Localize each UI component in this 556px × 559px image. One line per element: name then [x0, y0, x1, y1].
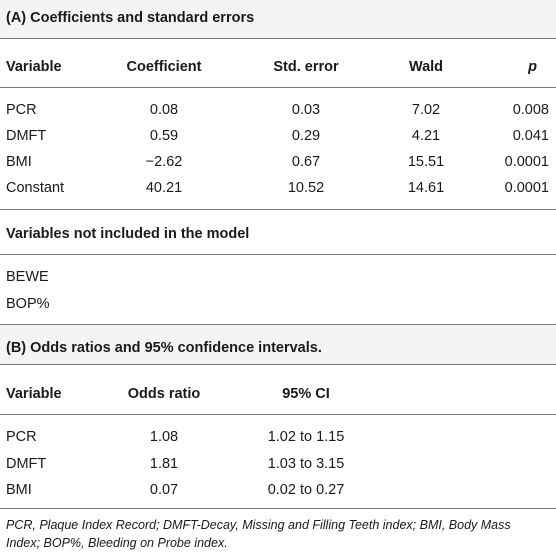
- cell-coefficient: 0.59: [149, 128, 179, 144]
- divider: [0, 508, 556, 509]
- cell-std-error: 0.03: [291, 102, 321, 118]
- cell-variable: PCR: [6, 102, 37, 118]
- cell-coefficient: −2.62: [145, 154, 183, 170]
- list-item: BEWE: [6, 269, 49, 285]
- footnote: PCR, Plaque Index Record; DMFT-Decay, Mi…: [6, 518, 511, 550]
- divider: [0, 324, 556, 325]
- cell-odds-ratio: 1.08: [149, 429, 179, 445]
- divider: [0, 209, 556, 210]
- column-header-wald: Wald: [408, 59, 444, 75]
- divider: [0, 87, 556, 88]
- cell-std-error: 10.52: [287, 180, 325, 196]
- list-item: BOP%: [6, 296, 50, 312]
- cell-odds-ratio: 0.07: [149, 482, 179, 498]
- cell-p: 0.041: [512, 128, 549, 144]
- cell-p: 0.0001: [504, 154, 549, 170]
- cell-coefficient: 40.21: [145, 180, 183, 196]
- not-included-title: Variables not included in the model: [6, 226, 250, 242]
- cell-wald: 15.51: [407, 154, 445, 170]
- section-a-title-band: [0, 0, 556, 38]
- cell-variable: DMFT: [6, 456, 47, 472]
- divider: [0, 38, 556, 39]
- cell-variable: BMI: [6, 482, 32, 498]
- section-a-title: (A) Coefficients and standard errors: [6, 10, 255, 26]
- column-header-variable: Variable: [6, 386, 62, 402]
- cell-ci: 0.02 to 0.27: [267, 482, 345, 498]
- cell-std-error: 0.67: [291, 154, 321, 170]
- cell-std-error: 0.29: [291, 128, 321, 144]
- cell-variable: BMI: [6, 154, 32, 170]
- divider: [0, 254, 556, 255]
- cell-wald: 4.21: [411, 128, 441, 144]
- cell-variable: Constant: [6, 180, 65, 196]
- cell-wald: 7.02: [411, 102, 441, 118]
- section-b-title: (B) Odds ratios and 95% confidence inter…: [6, 340, 322, 356]
- divider: [0, 364, 556, 365]
- column-header-p: p: [528, 59, 537, 75]
- cell-ci: 1.02 to 1.15: [267, 429, 345, 445]
- cell-ci: 1.03 to 3.15: [267, 456, 345, 472]
- column-header-variable: Variable: [6, 59, 62, 75]
- cell-variable: DMFT: [6, 128, 47, 144]
- column-header-coefficient: Coefficient: [126, 59, 202, 75]
- cell-variable: PCR: [6, 429, 37, 445]
- divider: [0, 414, 556, 415]
- cell-p: 0.0001: [504, 180, 549, 196]
- column-header-ci: 95% CI: [282, 386, 330, 402]
- cell-odds-ratio: 1.81: [149, 456, 179, 472]
- cell-p: 0.008: [512, 102, 549, 118]
- column-header-odds-ratio: Odds ratio: [127, 386, 201, 402]
- section-b-title-band: [0, 325, 556, 364]
- column-header-std-error: Std. error: [273, 59, 339, 75]
- cell-wald: 14.61: [407, 180, 445, 196]
- cell-coefficient: 0.08: [149, 102, 179, 118]
